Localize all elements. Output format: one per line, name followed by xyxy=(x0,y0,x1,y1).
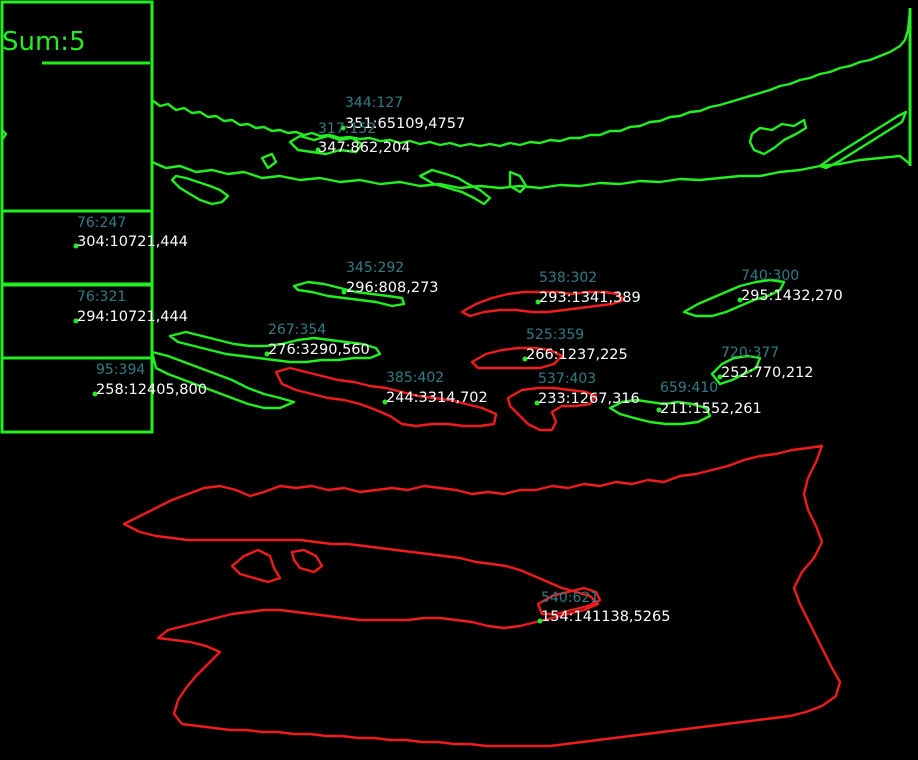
contour-segment-345-292 xyxy=(292,280,406,308)
contour-bump-3 xyxy=(418,168,492,206)
contour-large-bottom xyxy=(122,444,842,748)
detection-d15: 540:621 154:141138,5265 xyxy=(537,590,670,625)
contour-segment-267-354 xyxy=(168,330,382,364)
coord-label: 344:127 xyxy=(345,95,403,111)
coord-label: 385:402 xyxy=(386,370,444,386)
detection-d02: 317:152 347:862,204 xyxy=(315,121,411,156)
info-label: 211:1552,261 xyxy=(660,401,762,417)
info-label: 293:1341,389 xyxy=(539,290,641,306)
sum-counter: Sum:5 xyxy=(2,27,86,57)
detection-d10: 720:377 252:770,212 xyxy=(717,345,814,381)
contour-left-edge-bump xyxy=(0,128,8,142)
contour-segment-740-300 xyxy=(682,278,786,318)
contour-segment-540-621 xyxy=(536,586,602,616)
centroid-marker xyxy=(264,351,270,357)
detection-d04: 76:321 294:10721,444 xyxy=(73,289,188,325)
centroid-marker xyxy=(315,147,321,153)
detection-d09: 525:359 266:1237,225 xyxy=(522,327,628,363)
detection-d03: 76:247 304:10721,444 xyxy=(73,215,188,250)
coord-label: 538:302 xyxy=(539,270,597,286)
green-contours xyxy=(0,8,912,426)
info-label: 296:808,273 xyxy=(346,280,439,296)
detection-d12: 385:402 244:3314,702 xyxy=(382,370,488,406)
centroid-marker xyxy=(92,391,98,397)
contour-segment-385-402 xyxy=(274,366,498,428)
coord-label: 537:403 xyxy=(538,371,596,387)
centroid-marker xyxy=(73,243,79,249)
left-panel xyxy=(0,0,154,434)
detection-d01: 344:127 351:65109,4757 xyxy=(340,95,465,132)
coord-label: 267:354 xyxy=(268,322,326,338)
centroid-marker xyxy=(382,399,388,405)
centroid-marker xyxy=(534,400,540,406)
centroid-marker xyxy=(537,618,543,624)
centroid-marker xyxy=(656,407,662,413)
info-label: 266:1237,225 xyxy=(526,347,628,363)
detection-d07: 740:300 295:1432,270 xyxy=(737,268,843,304)
centroid-marker xyxy=(340,125,346,131)
contour-inner-hole-2 xyxy=(290,548,324,574)
detection-d14: 659:410 211:1552,261 xyxy=(656,380,762,417)
contour-small-blob-top xyxy=(260,152,278,170)
info-label: 233:1267,316 xyxy=(538,391,640,407)
info-label: 252:770,212 xyxy=(721,365,814,381)
contour-segment-659-410 xyxy=(608,398,712,426)
info-label: 347:862,204 xyxy=(318,140,411,156)
centroid-marker xyxy=(73,318,79,324)
coord-label: 345:292 xyxy=(346,260,404,276)
contour-segment-95-394 xyxy=(150,350,296,410)
coord-label: 317:152 xyxy=(318,121,376,137)
coord-label: 740:300 xyxy=(741,268,799,284)
coord-label: 76:321 xyxy=(77,289,126,305)
info-label: 258:12405,800 xyxy=(96,382,207,398)
contour-bump-2 xyxy=(288,134,364,156)
detection-d11: 95:394 258:12405,800 xyxy=(92,362,207,398)
coord-label: 659:410 xyxy=(660,380,718,396)
coord-label: 540:621 xyxy=(541,590,599,606)
contour-segment-538-302 xyxy=(460,290,626,318)
info-label: 276:3290,560 xyxy=(268,342,370,358)
coord-label: 76:247 xyxy=(77,215,126,231)
centroid-marker xyxy=(737,297,743,303)
detection-d13: 537:403 233:1267,316 xyxy=(534,371,640,407)
contour-bump-5 xyxy=(748,118,808,156)
info-label: 351:65109,4757 xyxy=(345,116,465,132)
sum-label: Sum: xyxy=(2,27,69,57)
info-label: 295:1432,270 xyxy=(741,288,843,304)
contour-inner-hole-1 xyxy=(230,548,282,584)
contour-segment-720-377 xyxy=(710,354,762,386)
centroid-marker xyxy=(717,374,723,380)
centroid-marker xyxy=(341,289,347,295)
info-label: 244:3314,702 xyxy=(386,390,488,406)
red-contours xyxy=(122,290,842,748)
info-label: 304:10721,444 xyxy=(77,234,188,250)
contour-top-band xyxy=(150,8,912,148)
detection-d06: 538:302 293:1341,389 xyxy=(535,270,641,306)
contour-segment-537-403 xyxy=(506,386,598,432)
coord-label: 525:359 xyxy=(526,327,584,343)
sum-value: 5 xyxy=(69,27,86,57)
panel-box-4 xyxy=(0,356,154,434)
detection-d05: 345:292 296:808,273 xyxy=(341,260,439,296)
centroid-marker xyxy=(522,356,528,362)
coord-label: 95:394 xyxy=(96,362,145,378)
info-label: 294:10721,444 xyxy=(77,309,188,325)
contour-segment-525-359 xyxy=(470,346,564,370)
coord-label: 720:377 xyxy=(721,345,779,361)
contour-bump-1 xyxy=(170,174,230,206)
info-label: 154:141138,5265 xyxy=(541,609,670,625)
centroid-marker xyxy=(535,299,541,305)
detection-d08: 267:354 276:3290,560 xyxy=(264,322,370,358)
contour-top-band-lower xyxy=(150,154,912,190)
contour-bump-4 xyxy=(508,170,528,194)
contour-long-streak-right xyxy=(818,110,908,170)
